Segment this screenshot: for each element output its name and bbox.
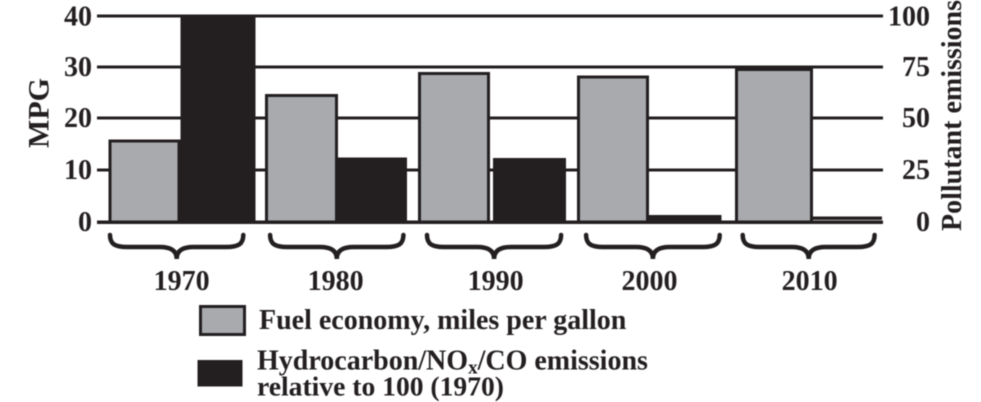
svg-text:Fuel economy, miles per gallon: Fuel economy, miles per gallon (259, 305, 627, 336)
svg-text:Pollutant emissions: Pollutant emissions (937, 0, 968, 231)
svg-text:1970: 1970 (154, 266, 210, 297)
svg-text:relative to 100 (1970): relative to 100 (1970) (257, 371, 504, 402)
svg-text:30: 30 (64, 52, 92, 83)
svg-text:0: 0 (78, 207, 92, 238)
svg-text:Hydrocarbon/NOx/CO emissions: Hydrocarbon/NOx/CO emissions (257, 346, 648, 379)
svg-text:50: 50 (902, 103, 930, 134)
svg-text:40: 40 (64, 2, 92, 33)
svg-text:2000: 2000 (622, 266, 678, 297)
svg-text:0: 0 (916, 207, 930, 238)
svg-text:100: 100 (888, 2, 930, 33)
svg-text:20: 20 (64, 103, 92, 134)
svg-text:2010: 2010 (782, 266, 838, 297)
svg-text:MPG: MPG (23, 78, 56, 148)
svg-text:25: 25 (902, 155, 930, 186)
svg-text:1990: 1990 (468, 266, 524, 297)
svg-text:1980: 1980 (308, 266, 364, 297)
svg-text:10: 10 (64, 155, 92, 186)
svg-text:75: 75 (902, 52, 930, 83)
